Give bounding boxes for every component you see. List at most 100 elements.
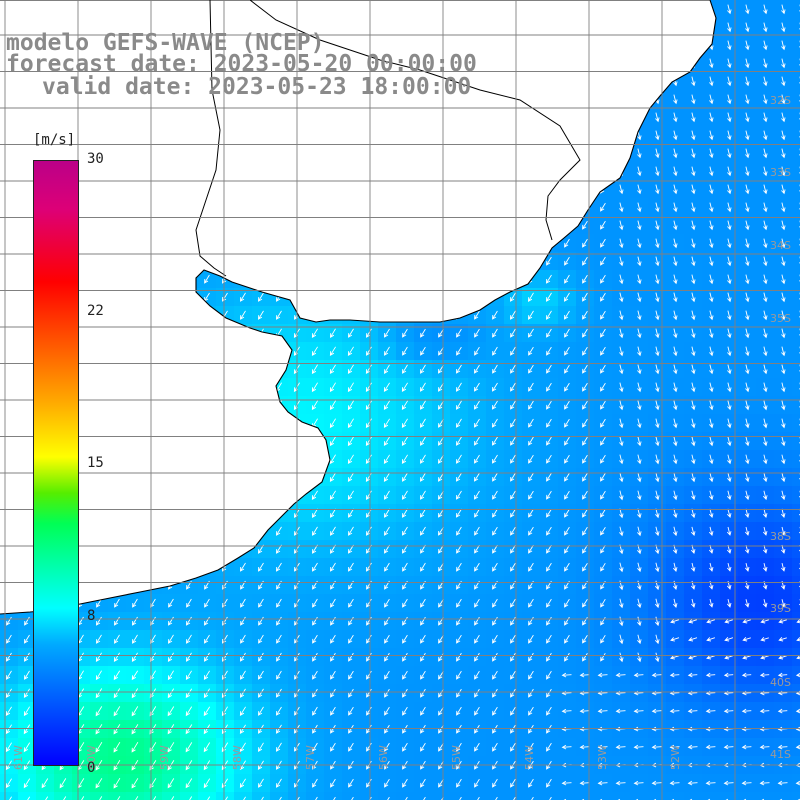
wind-arrow <box>474 346 480 356</box>
wind-arrow <box>723 708 734 714</box>
wind-arrow <box>673 256 678 267</box>
wind-arrow <box>311 328 318 338</box>
wind-arrow <box>687 672 698 678</box>
wind-arrow <box>167 670 174 681</box>
wind-arrow <box>579 672 590 678</box>
wind-arrow <box>456 706 462 716</box>
wind-arrow <box>745 364 750 375</box>
wind-arrow <box>600 238 606 248</box>
wind-arrow <box>709 76 714 87</box>
wind-arrow <box>795 672 800 678</box>
wind-arrow <box>402 706 408 716</box>
wind-arrow <box>637 490 642 501</box>
wind-arrow <box>113 688 121 699</box>
wind-arrow <box>420 346 426 356</box>
wind-arrow <box>528 634 534 644</box>
wind-arrow <box>420 742 426 752</box>
wind-speed-cell <box>522 792 541 800</box>
wind-arrow <box>330 508 336 518</box>
wind-speed-cell <box>468 792 487 800</box>
wind-arrow <box>23 688 30 698</box>
wind-speed-cell <box>198 792 217 800</box>
wind-arrow <box>528 310 534 320</box>
wind-arrow <box>420 472 426 482</box>
wind-arrow <box>492 634 498 644</box>
wind-speed-cell <box>360 792 379 800</box>
wind-arrow <box>546 454 552 464</box>
wind-arrow <box>705 708 716 714</box>
wind-arrow <box>615 780 626 786</box>
wind-arrow <box>330 742 336 752</box>
wind-arrow <box>564 364 570 374</box>
wind-speed-cell <box>792 450 800 469</box>
wind-arrow <box>546 292 552 302</box>
wind-arrow <box>221 724 228 735</box>
wind-arrow <box>402 526 408 536</box>
wind-arrow <box>474 688 480 698</box>
wind-arrow <box>312 688 318 698</box>
wind-arrow <box>492 724 498 734</box>
wind-arrow <box>579 780 590 786</box>
wind-arrow <box>745 4 750 15</box>
wind-arrow <box>709 328 714 339</box>
wind-arrow <box>655 148 660 159</box>
wind-arrow <box>781 238 786 249</box>
wind-arrow <box>655 400 660 411</box>
wind-arrow <box>330 724 336 734</box>
wind-arrow <box>546 670 552 680</box>
wind-arrow <box>348 598 354 608</box>
wind-arrow <box>546 382 552 392</box>
wind-arrow <box>23 778 31 789</box>
wind-arrow <box>114 634 120 644</box>
wind-arrow <box>619 508 624 519</box>
wind-arrow <box>420 436 426 446</box>
wind-arrow <box>528 292 534 303</box>
wind-speed-cell <box>342 792 361 800</box>
wind-arrow <box>168 616 174 626</box>
wind-arrow <box>528 472 534 482</box>
wind-arrow <box>564 382 570 392</box>
wind-arrow <box>311 490 318 500</box>
latitude-label: 32S <box>770 94 791 107</box>
wind-arrow <box>780 508 786 519</box>
wind-arrow <box>546 742 552 752</box>
wind-arrow <box>780 490 786 501</box>
wind-speed-cell <box>666 792 685 800</box>
wind-arrow <box>564 418 570 428</box>
wind-arrow <box>492 670 498 680</box>
wind-arrow <box>633 672 644 678</box>
wind-arrow <box>744 490 750 501</box>
wind-arrow <box>673 130 678 141</box>
wind-arrow <box>117 796 121 800</box>
wind-arrow <box>705 672 716 678</box>
wind-arrow <box>329 454 336 465</box>
wind-arrow <box>41 778 49 789</box>
wind-arrow <box>691 148 696 159</box>
wind-arrow <box>546 526 552 536</box>
wind-arrow <box>688 655 698 660</box>
wind-arrow <box>655 436 660 447</box>
wind-speed-cell <box>792 576 800 595</box>
wind-arrow <box>727 382 732 393</box>
wind-arrow <box>348 634 354 644</box>
wind-arrow <box>366 706 372 716</box>
wind-arrow <box>276 310 282 320</box>
wind-arrow <box>690 526 696 537</box>
wind-arrow <box>330 706 336 716</box>
wind-arrow <box>655 184 660 195</box>
wind-arrow <box>528 328 534 338</box>
wind-arrow <box>258 652 264 662</box>
wind-arrow <box>709 418 714 429</box>
wind-arrow <box>24 634 30 644</box>
wind-arrow <box>222 670 228 680</box>
wind-arrow <box>347 346 354 356</box>
wind-arrow <box>745 166 750 177</box>
wind-arrow <box>402 508 408 518</box>
wind-arrow <box>312 526 318 536</box>
wind-arrow <box>673 400 678 411</box>
wind-arrow <box>637 508 642 519</box>
wind-arrow <box>600 364 606 374</box>
wind-arrow <box>619 274 624 285</box>
wind-arrow <box>492 382 498 392</box>
wind-arrow <box>688 637 698 642</box>
